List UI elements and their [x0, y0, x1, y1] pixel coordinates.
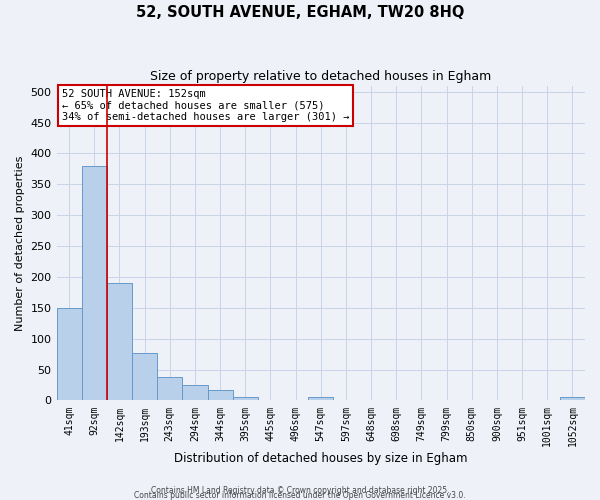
X-axis label: Distribution of detached houses by size in Egham: Distribution of detached houses by size …: [174, 452, 467, 465]
Bar: [107, 283, 132, 401]
Bar: [233, 397, 258, 400]
Bar: [157, 377, 182, 400]
Bar: [182, 385, 208, 400]
Text: Contains public sector information licensed under the Open Government Licence v3: Contains public sector information licen…: [134, 491, 466, 500]
Text: Contains HM Land Registry data © Crown copyright and database right 2025.: Contains HM Land Registry data © Crown c…: [151, 486, 449, 495]
Title: Size of property relative to detached houses in Egham: Size of property relative to detached ho…: [150, 70, 491, 83]
Bar: [308, 398, 334, 400]
Text: 52, SOUTH AVENUE, EGHAM, TW20 8HQ: 52, SOUTH AVENUE, EGHAM, TW20 8HQ: [136, 5, 464, 20]
Y-axis label: Number of detached properties: Number of detached properties: [15, 156, 25, 330]
Bar: [82, 166, 107, 400]
Bar: [208, 390, 233, 400]
Bar: [560, 398, 585, 400]
Bar: [56, 308, 82, 400]
Text: 52 SOUTH AVENUE: 152sqm
← 65% of detached houses are smaller (575)
34% of semi-d: 52 SOUTH AVENUE: 152sqm ← 65% of detache…: [62, 88, 349, 122]
Bar: [132, 353, 157, 401]
